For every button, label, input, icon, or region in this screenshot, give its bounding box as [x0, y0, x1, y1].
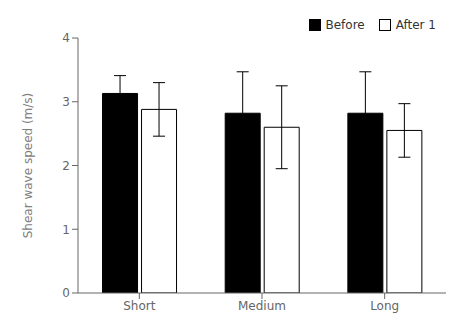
html-text:After 1: After 1 [395, 18, 436, 32]
svg-text:0: 0 [62, 286, 70, 300]
svg-text:Short: Short [123, 299, 155, 313]
svg-text:Long: Long [370, 299, 399, 313]
svg-text:2: 2 [62, 159, 70, 173]
svg-text:4: 4 [62, 31, 70, 45]
svg-text:Shear wave speed (m/s): Shear wave speed (m/s) [21, 93, 35, 239]
svg-text:Medium: Medium [238, 299, 286, 313]
svg-text:3: 3 [62, 95, 70, 109]
html-text:Before: Before [325, 18, 365, 32]
svg-text:1: 1 [62, 223, 70, 237]
